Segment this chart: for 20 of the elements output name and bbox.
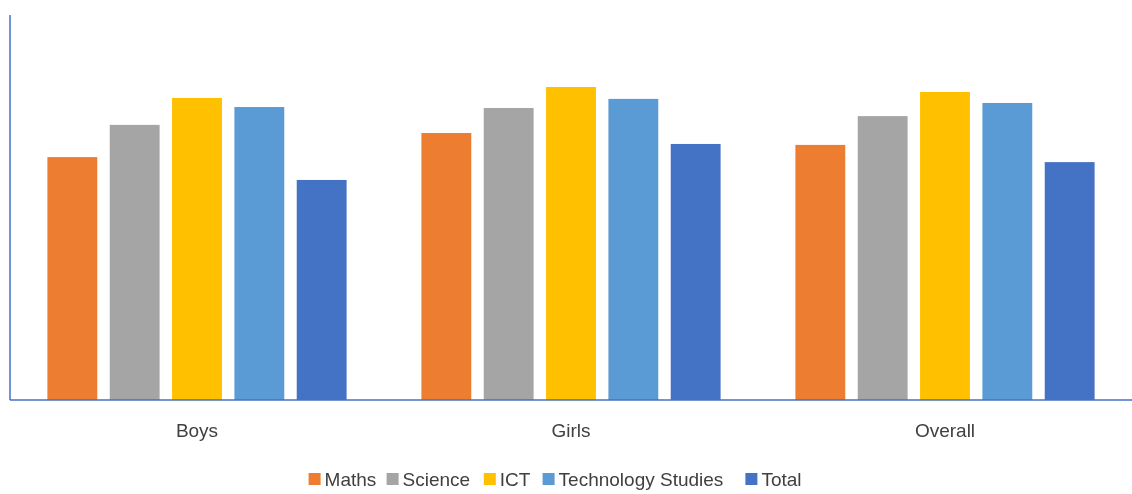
bar <box>982 102 1033 400</box>
bar <box>47 157 98 400</box>
bar <box>608 98 659 400</box>
legend-label: ICT <box>499 469 531 490</box>
bar <box>172 97 222 400</box>
x-tick-label: Girls <box>551 420 591 441</box>
x-tick-label: Boys <box>175 420 219 441</box>
legend-label: Technology Studies <box>558 469 724 490</box>
legend-label: Science <box>402 469 471 490</box>
bar <box>546 87 596 400</box>
bar <box>421 133 472 400</box>
bar <box>483 107 534 400</box>
bar <box>920 92 970 400</box>
bar <box>795 144 846 400</box>
legend-label: Total <box>761 469 802 490</box>
bar <box>234 107 285 400</box>
bar <box>857 116 908 400</box>
bar <box>109 124 160 400</box>
x-tick-label: Overall <box>914 420 976 441</box>
legend-label: Maths <box>324 469 377 490</box>
